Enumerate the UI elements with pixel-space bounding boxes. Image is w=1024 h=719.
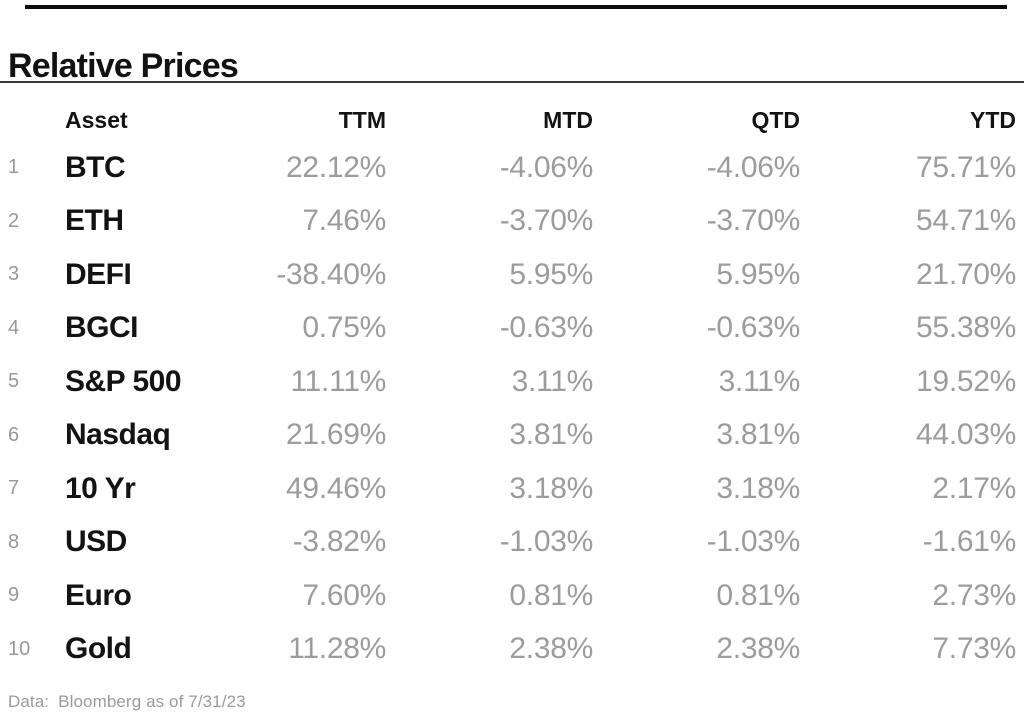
- table-row: 6 Nasdaq 21.69% 3.81% 3.81% 44.03%: [8, 409, 1016, 463]
- qtd-value: 3.18%: [716, 471, 800, 505]
- table-row: 5 S&P 500 11.11% 3.11% 3.11% 19.52%: [8, 355, 1016, 409]
- asset-name: S&P 500: [65, 364, 182, 398]
- qtd-value: 3.81%: [716, 418, 800, 452]
- top-border: [25, 5, 1007, 9]
- table-row: 8 USD -3.82% -1.03% -1.03% -1.61%: [8, 516, 1016, 570]
- ttm-value: 49.46%: [286, 471, 386, 505]
- table-row: 3 DEFI -38.40% 5.95% 5.95% 21.70%: [8, 248, 1016, 302]
- table-row: 10 Gold 11.28% 2.38% 2.38% 7.73%: [8, 623, 1016, 677]
- row-rank: 8: [8, 530, 20, 553]
- mtd-value: 3.81%: [509, 418, 593, 452]
- page-title: Relative Prices: [8, 46, 239, 85]
- ytd-value: 2.73%: [932, 578, 1016, 612]
- ttm-value: 11.11%: [290, 364, 387, 398]
- row-rank: 9: [8, 584, 20, 607]
- ytd-value: 54.71%: [916, 204, 1016, 238]
- table-row: 4 BGCI 0.75% -0.63% -0.63% 55.38%: [8, 302, 1016, 356]
- row-rank: 4: [8, 316, 20, 339]
- asset-column-header: Asset: [65, 107, 128, 133]
- mtd-value: 5.95%: [509, 257, 593, 291]
- qtd-column-header: QTD: [751, 107, 800, 133]
- ttm-value: 11.28%: [288, 632, 386, 666]
- asset-name: USD: [65, 525, 127, 559]
- asset-name: DEFI: [65, 257, 132, 291]
- ttm-value: 22.12%: [286, 150, 386, 184]
- ytd-value: 44.03%: [916, 418, 1016, 452]
- mtd-value: 2.38%: [509, 632, 593, 666]
- qtd-value: 0.81%: [716, 578, 800, 612]
- ttm-value: -3.82%: [292, 525, 387, 559]
- asset-name: Nasdaq: [65, 418, 171, 452]
- ytd-value: 2.17%: [932, 471, 1016, 505]
- mtd-value: -0.63%: [499, 311, 594, 345]
- row-rank: 1: [8, 156, 20, 179]
- relative-prices-table: Asset TTM MTD QTD YTD 1 BTC 22.12% -4.06% -4…: [8, 83, 1016, 676]
- ytd-value: 19.52%: [916, 364, 1016, 398]
- ytd-column-header: YTD: [970, 107, 1016, 133]
- qtd-value: -0.63%: [706, 311, 801, 345]
- title-divider: [0, 81, 1024, 83]
- row-rank: 10: [8, 637, 31, 660]
- asset-name: BGCI: [65, 311, 139, 345]
- mtd-value: -3.70%: [499, 204, 594, 238]
- ttm-value: 21.69%: [286, 418, 386, 452]
- table-body: 1 BTC 22.12% -4.06% -4.06% 75.71% 2 ETH 7.46% -3.…: [8, 141, 1016, 676]
- data-source-note: Data: Bloomberg as of 7/31/23: [8, 692, 246, 712]
- mtd-value: 3.11%: [511, 364, 594, 398]
- data-source-label: Data:: [8, 692, 50, 711]
- qtd-value: 2.38%: [716, 632, 800, 666]
- data-source-text: Bloomberg as of 7/31/23: [58, 692, 246, 711]
- table-row: 9 Euro 7.60% 0.81% 0.81% 2.73%: [8, 569, 1016, 623]
- ttm-value: 0.75%: [302, 311, 386, 345]
- row-rank: 2: [8, 209, 20, 232]
- asset-name: ETH: [65, 204, 124, 238]
- table-row: 2 ETH 7.46% -3.70% -3.70% 54.71%: [8, 195, 1016, 249]
- table-row: 1 BTC 22.12% -4.06% -4.06% 75.71%: [8, 141, 1016, 195]
- ttm-value: -38.40%: [276, 257, 386, 291]
- row-rank: 3: [8, 263, 20, 286]
- ttm-value: 7.46%: [302, 204, 386, 238]
- qtd-value: 5.95%: [716, 257, 800, 291]
- ytd-value: 75.71%: [916, 150, 1016, 184]
- mtd-value: -1.03%: [499, 525, 594, 559]
- row-rank: 6: [8, 423, 20, 446]
- qtd-value: -1.03%: [706, 525, 801, 559]
- qtd-value: -4.06%: [706, 150, 801, 184]
- qtd-value: -3.70%: [706, 204, 801, 238]
- ttm-value: 7.60%: [302, 578, 386, 612]
- ttm-column-header: TTM: [338, 107, 386, 133]
- qtd-value: 3.11%: [718, 364, 801, 398]
- row-rank: 5: [8, 370, 20, 393]
- asset-name: Gold: [65, 632, 132, 666]
- asset-name: BTC: [65, 150, 126, 184]
- table-header-row: Asset TTM MTD QTD YTD: [8, 83, 1016, 141]
- mtd-value: 0.81%: [509, 578, 593, 612]
- mtd-value: -4.06%: [499, 150, 594, 184]
- mtd-value: 3.18%: [509, 471, 593, 505]
- ytd-value: 21.70%: [916, 257, 1016, 291]
- ytd-value: 55.38%: [916, 311, 1016, 345]
- asset-name: 10 Yr: [65, 471, 136, 505]
- ytd-value: 7.73%: [932, 632, 1016, 666]
- table-row: 7 10 Yr 49.46% 3.18% 3.18% 2.17%: [8, 462, 1016, 516]
- mtd-column-header: MTD: [543, 107, 593, 133]
- asset-name: Euro: [65, 578, 132, 612]
- ytd-value: -1.61%: [922, 525, 1017, 559]
- row-rank: 7: [8, 477, 20, 500]
